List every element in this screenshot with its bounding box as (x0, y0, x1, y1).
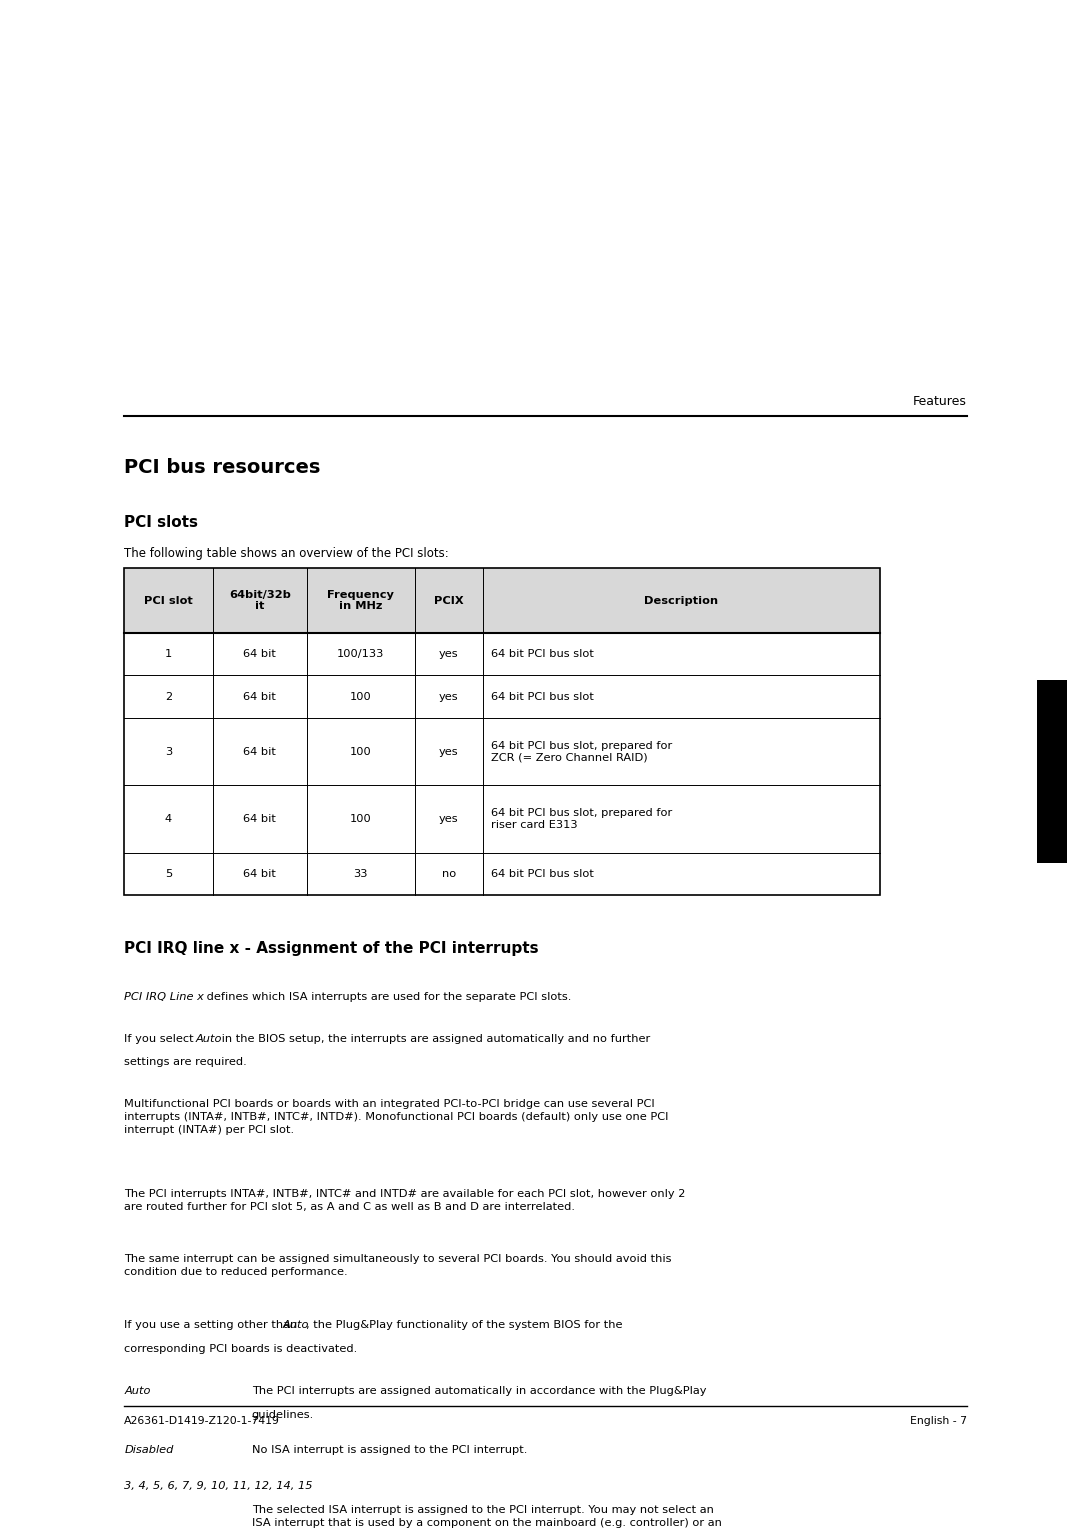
Bar (1037, 680, 1067, 863)
Text: English - 7: English - 7 (909, 1416, 967, 1427)
Bar (124, 568, 880, 895)
Bar (124, 568, 880, 633)
Text: 100: 100 (350, 814, 372, 824)
Text: 2: 2 (165, 692, 172, 701)
Text: 64 bit PCI bus slot: 64 bit PCI bus slot (491, 649, 594, 659)
Text: PCI slots: PCI slots (124, 515, 199, 530)
Text: yes: yes (438, 814, 459, 824)
Text: Disabled: Disabled (124, 1445, 174, 1456)
Text: 4: 4 (165, 814, 172, 824)
Text: yes: yes (438, 747, 459, 756)
Text: 64 bit PCI bus slot, prepared for
riser card E313: 64 bit PCI bus slot, prepared for riser … (491, 808, 673, 830)
Text: in the BIOS setup, the interrupts are assigned automatically and no further: in the BIOS setup, the interrupts are as… (218, 1033, 650, 1044)
Text: PCI bus resources: PCI bus resources (124, 458, 321, 477)
Text: yes: yes (438, 692, 459, 701)
Text: 64 bit: 64 bit (243, 814, 276, 824)
Text: PCI IRQ line x - Assignment of the PCI interrupts: PCI IRQ line x - Assignment of the PCI i… (124, 941, 539, 957)
Text: Multifunctional PCI boards or boards with an integrated PCI-to-PCI bridge can us: Multifunctional PCI boards or boards wit… (124, 1099, 669, 1135)
Text: defines which ISA interrupts are used for the separate PCI slots.: defines which ISA interrupts are used fo… (203, 992, 571, 1002)
Text: The same interrupt can be assigned simultaneously to several PCI boards. You sho: The same interrupt can be assigned simul… (124, 1254, 672, 1277)
Text: yes: yes (438, 649, 459, 659)
Text: If you use a setting other than: If you use a setting other than (124, 1320, 301, 1331)
Text: The selected ISA interrupt is assigned to the PCI interrupt. You may not select : The selected ISA interrupt is assigned t… (252, 1505, 721, 1528)
Text: Auto: Auto (283, 1320, 310, 1331)
Text: The PCI interrupts are assigned automatically in accordance with the Plug&Play: The PCI interrupts are assigned automati… (252, 1386, 706, 1397)
Text: 3: 3 (165, 747, 172, 756)
Text: A26361-D1419-Z120-1-7419: A26361-D1419-Z120-1-7419 (124, 1416, 280, 1427)
Text: Auto: Auto (195, 1033, 222, 1044)
Text: Description: Description (645, 596, 718, 605)
Text: 64 bit PCI bus slot: 64 bit PCI bus slot (491, 869, 594, 879)
Text: 64 bit: 64 bit (243, 649, 276, 659)
Text: Frequency
in MHz: Frequency in MHz (327, 590, 394, 611)
Text: 64 bit: 64 bit (243, 692, 276, 701)
Text: corresponding PCI boards is deactivated.: corresponding PCI boards is deactivated. (124, 1345, 357, 1354)
Text: 64 bit PCI bus slot: 64 bit PCI bus slot (491, 692, 594, 701)
Text: PCIX: PCIX (434, 596, 463, 605)
Text: PCI IRQ Line x: PCI IRQ Line x (124, 992, 204, 1002)
Text: 64 bit: 64 bit (243, 869, 276, 879)
Text: 33: 33 (353, 869, 368, 879)
Text: 100: 100 (350, 692, 372, 701)
Text: 5: 5 (165, 869, 172, 879)
Text: The following table shows an overview of the PCI slots:: The following table shows an overview of… (124, 547, 449, 561)
Text: 3, 4, 5, 6, 7, 9, 10, 11, 12, 14, 15: 3, 4, 5, 6, 7, 9, 10, 11, 12, 14, 15 (124, 1481, 313, 1491)
Text: If you select: If you select (124, 1033, 198, 1044)
Text: settings are required.: settings are required. (124, 1057, 247, 1068)
Text: guidelines.: guidelines. (252, 1409, 314, 1420)
Text: Auto: Auto (124, 1386, 151, 1397)
Text: Features: Features (913, 394, 967, 408)
Text: 64 bit PCI bus slot, prepared for
ZCR (= Zero Channel RAID): 64 bit PCI bus slot, prepared for ZCR (=… (491, 741, 673, 762)
Text: , the Plug&Play functionality of the system BIOS for the: , the Plug&Play functionality of the sys… (306, 1320, 622, 1331)
Text: 100/133: 100/133 (337, 649, 384, 659)
Text: PCI slot: PCI slot (144, 596, 193, 605)
Text: No ISA interrupt is assigned to the PCI interrupt.: No ISA interrupt is assigned to the PCI … (252, 1445, 527, 1456)
Text: 64 bit: 64 bit (243, 747, 276, 756)
Text: The PCI interrupts INTA#, INTB#, INTC# and INTD# are available for each PCI slot: The PCI interrupts INTA#, INTB#, INTC# a… (124, 1189, 686, 1212)
Text: 100: 100 (350, 747, 372, 756)
Text: no: no (442, 869, 456, 879)
Text: 64bit/32b
it: 64bit/32b it (229, 590, 291, 611)
Text: 1: 1 (165, 649, 172, 659)
